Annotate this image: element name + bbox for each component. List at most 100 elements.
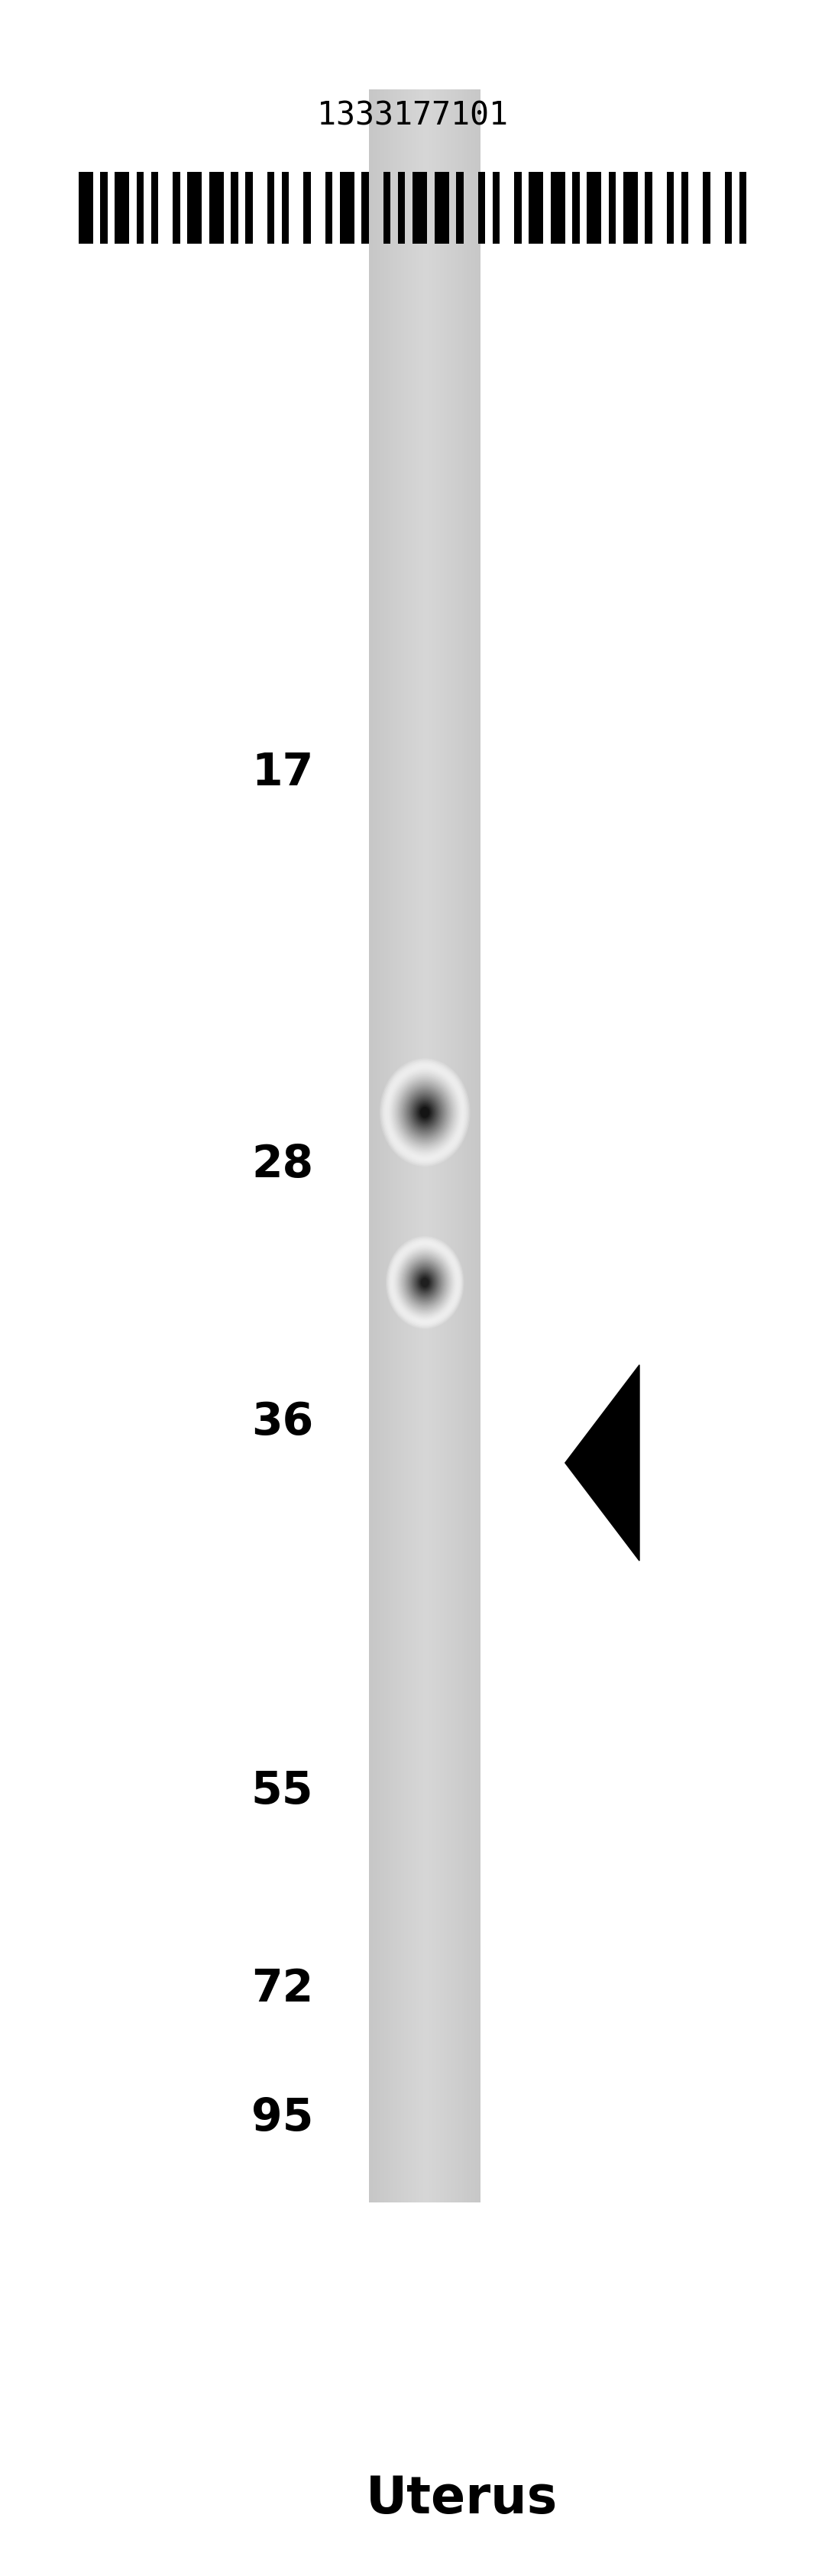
Bar (438, 90, 440, 2202)
Bar (419, 90, 421, 2202)
Bar (388, 90, 389, 2202)
Bar (455, 90, 456, 2202)
Bar (375, 90, 376, 2202)
Bar (459, 90, 460, 2202)
Bar (446, 90, 447, 2202)
Polygon shape (565, 1365, 639, 1561)
Bar (100, 173, 107, 245)
Bar (398, 173, 405, 245)
Bar (412, 90, 414, 2202)
Ellipse shape (391, 1072, 459, 1154)
Ellipse shape (415, 1103, 435, 1123)
Ellipse shape (419, 1275, 431, 1291)
Ellipse shape (414, 1100, 436, 1126)
Bar (377, 90, 379, 2202)
Bar (246, 173, 252, 245)
Bar (667, 173, 674, 245)
Ellipse shape (394, 1077, 456, 1149)
Ellipse shape (397, 1249, 453, 1316)
Bar (453, 90, 455, 2202)
Bar (421, 90, 423, 2202)
Bar (493, 173, 500, 245)
Bar (136, 173, 144, 245)
Ellipse shape (412, 1267, 437, 1298)
Bar (395, 90, 397, 2202)
Ellipse shape (412, 1097, 437, 1128)
Bar (429, 90, 431, 2202)
Bar (209, 173, 224, 245)
Ellipse shape (409, 1095, 441, 1131)
Bar (371, 90, 373, 2202)
Ellipse shape (396, 1249, 454, 1316)
Text: 28: 28 (252, 1144, 313, 1185)
Bar (431, 90, 432, 2202)
Ellipse shape (390, 1242, 460, 1324)
Ellipse shape (402, 1255, 448, 1311)
Bar (392, 90, 394, 2202)
Ellipse shape (418, 1275, 431, 1291)
Ellipse shape (393, 1244, 457, 1321)
Bar (417, 90, 419, 2202)
Bar (425, 90, 427, 2202)
Ellipse shape (394, 1247, 455, 1319)
Bar (739, 173, 747, 245)
Ellipse shape (410, 1095, 440, 1131)
Ellipse shape (408, 1265, 441, 1301)
Bar (703, 173, 710, 245)
Text: 55: 55 (252, 1770, 313, 1811)
Ellipse shape (391, 1242, 459, 1324)
Bar (460, 90, 462, 2202)
Bar (468, 90, 469, 2202)
Bar (406, 90, 408, 2202)
Bar (573, 173, 580, 245)
Ellipse shape (395, 1247, 455, 1319)
Text: Uterus: Uterus (366, 2473, 558, 2524)
Ellipse shape (415, 1270, 435, 1296)
Ellipse shape (401, 1255, 449, 1311)
Ellipse shape (407, 1262, 443, 1303)
Bar (440, 90, 441, 2202)
Ellipse shape (398, 1252, 452, 1314)
Bar (404, 90, 406, 2202)
Bar (529, 173, 543, 245)
Ellipse shape (418, 1105, 431, 1121)
Bar (444, 90, 446, 2202)
Bar (379, 90, 380, 2202)
Ellipse shape (395, 1077, 455, 1149)
Ellipse shape (403, 1257, 446, 1309)
Ellipse shape (419, 1105, 431, 1121)
Ellipse shape (383, 1061, 467, 1164)
Bar (478, 90, 480, 2202)
Ellipse shape (417, 1103, 433, 1123)
Bar (282, 173, 289, 245)
Bar (373, 90, 375, 2202)
Bar (469, 90, 471, 2202)
Bar (456, 173, 464, 245)
Bar (475, 90, 477, 2202)
Ellipse shape (397, 1079, 453, 1146)
Bar (267, 173, 275, 245)
Ellipse shape (394, 1247, 456, 1319)
Ellipse shape (417, 1273, 433, 1293)
Bar (451, 90, 453, 2202)
Bar (397, 90, 399, 2202)
Text: 1333177101: 1333177101 (317, 100, 508, 131)
Bar (382, 90, 384, 2202)
Ellipse shape (411, 1267, 439, 1298)
Ellipse shape (409, 1265, 441, 1301)
Ellipse shape (392, 1074, 458, 1151)
Ellipse shape (401, 1084, 449, 1141)
Ellipse shape (400, 1082, 450, 1144)
Ellipse shape (389, 1072, 460, 1154)
Ellipse shape (389, 1242, 460, 1324)
Ellipse shape (389, 1239, 461, 1327)
Ellipse shape (411, 1097, 439, 1128)
Ellipse shape (388, 1239, 462, 1327)
Bar (423, 90, 425, 2202)
Ellipse shape (389, 1069, 461, 1157)
Bar (681, 173, 689, 245)
Bar (414, 90, 416, 2202)
Ellipse shape (398, 1082, 452, 1144)
Bar (587, 173, 601, 245)
Bar (465, 90, 468, 2202)
